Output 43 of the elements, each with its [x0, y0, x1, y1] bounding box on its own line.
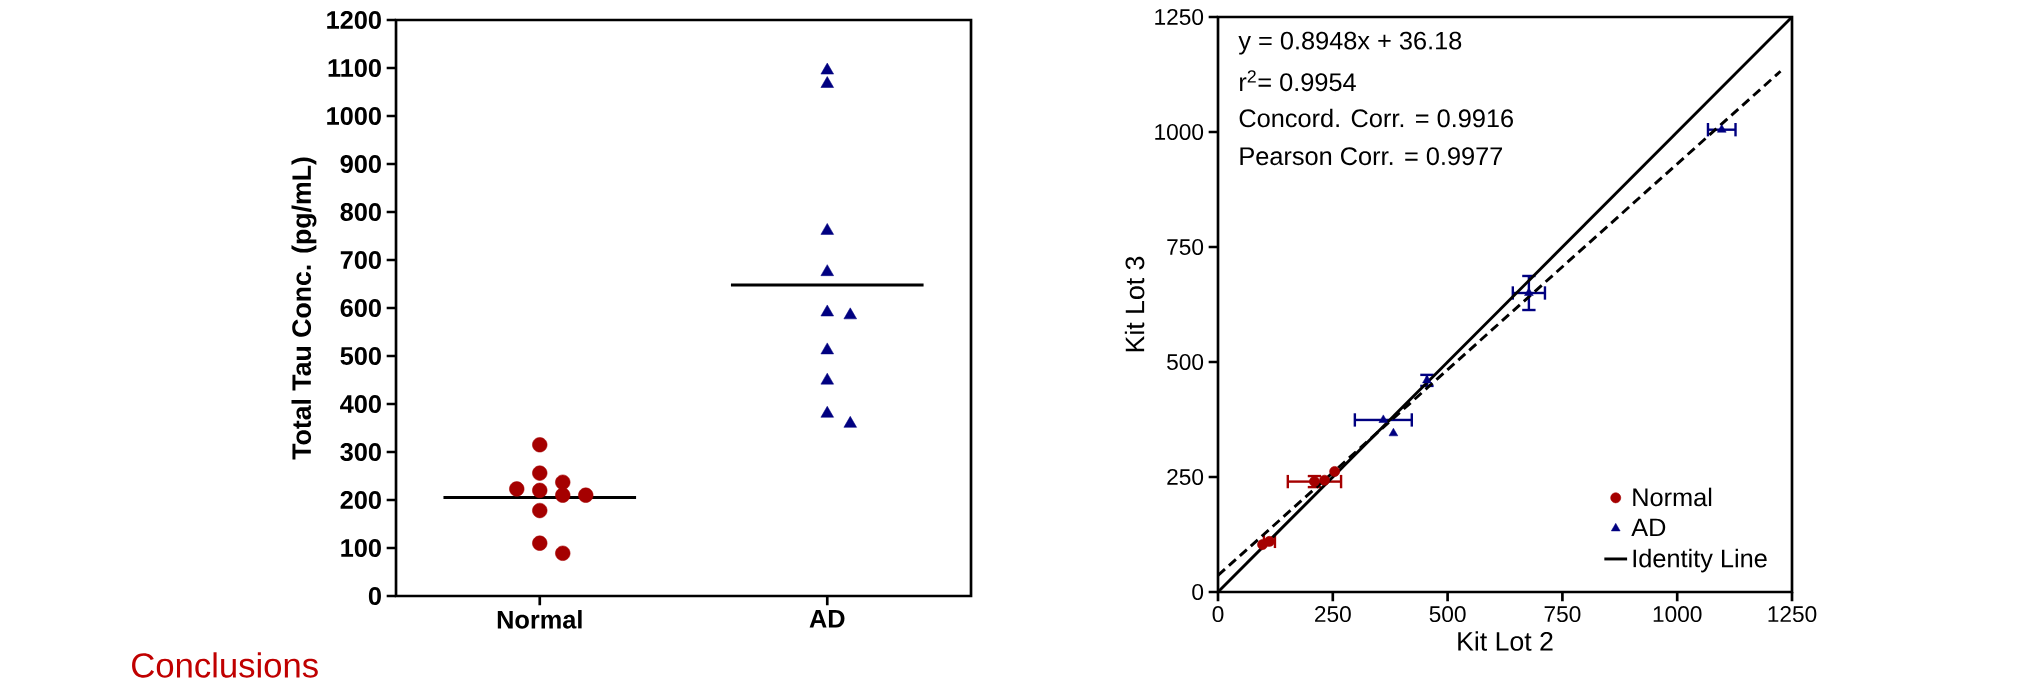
point — [1717, 124, 1727, 133]
point — [1329, 466, 1340, 477]
x-tick-label: 0 — [1212, 606, 1224, 623]
annotation: r$^{2}$= 0.9954 — [1240, 70, 1356, 92]
y-tick-label: 1100 — [328, 59, 381, 77]
point — [1378, 414, 1388, 423]
legend-label: Identity Line — [1633, 548, 1767, 573]
annotation: Pearson Corr. = 0.9977 — [1240, 147, 1503, 166]
x-tick-label: Normal — [497, 610, 582, 629]
y-tick-label: 700 — [340, 251, 381, 269]
x-tick-label: AD — [809, 610, 845, 628]
y-tick-label: 800 — [340, 203, 381, 221]
y-tick-label: 0 — [1192, 583, 1204, 601]
y-tick-label: 300 — [340, 443, 381, 461]
text: Conclusions — [132, 652, 318, 678]
y-tick-label: 500 — [340, 347, 381, 365]
y-tick-label: 1250 — [1155, 8, 1204, 26]
x-tick-label: 1000 — [1653, 606, 1702, 623]
y-tick-label: 400 — [340, 395, 381, 413]
y-tick-label: 250 — [1167, 468, 1204, 486]
y-axis-title: Total Tau Conc. (pg/mL) — [291, 157, 317, 460]
annotation: y = 0.8948x + 36.18 — [1238, 31, 1462, 55]
y-tick-label: 200 — [340, 491, 381, 509]
y-tick-label: 500 — [1167, 353, 1204, 371]
annotation: Concord. Corr. = 0.9916 — [1239, 108, 1513, 128]
y-tick-label: 1000 — [327, 107, 381, 125]
y-axis-title: Kit Lot 3 — [1124, 256, 1145, 352]
y-tick-label: 0 — [368, 587, 381, 605]
x-tick-label: 250 — [1315, 606, 1351, 623]
x-axis-title: Kit Lot 2 — [1458, 631, 1553, 651]
point — [1388, 427, 1399, 437]
x-tick-label: 750 — [1544, 606, 1581, 623]
legend-label: AD — [1631, 518, 1666, 537]
y-tick-label: 100 — [341, 539, 381, 557]
y-tick-label: 1200 — [327, 11, 381, 29]
legend-label: Normal — [1633, 487, 1712, 507]
y-tick-label: 750 — [1167, 238, 1204, 256]
y-tick-label: 1000 — [1155, 123, 1204, 141]
x-tick-label: 1250 — [1768, 606, 1817, 623]
y-tick-label: 600 — [340, 299, 381, 317]
x-tick-label: 500 — [1429, 606, 1466, 623]
y-tick-label: 900 — [340, 155, 381, 173]
point — [1319, 474, 1330, 486]
